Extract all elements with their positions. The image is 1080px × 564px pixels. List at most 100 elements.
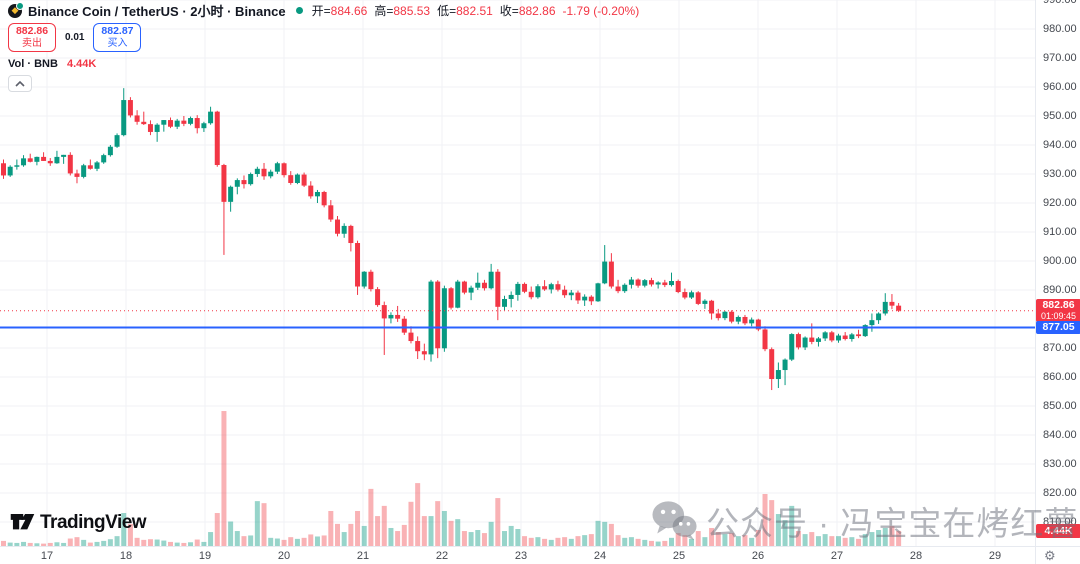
volume-bar bbox=[461, 531, 467, 546]
symbol-title[interactable]: Binance Coin / TetherUS · 2小时 · Binance bbox=[28, 4, 286, 19]
candlestick-chart[interactable] bbox=[0, 0, 1035, 546]
time-axis-label[interactable]: 17 bbox=[40, 550, 54, 562]
volume-bar bbox=[361, 525, 367, 546]
candle-body bbox=[815, 338, 821, 342]
candle-body bbox=[67, 154, 73, 174]
time-axis-label[interactable]: 19 bbox=[198, 550, 212, 562]
gear-icon[interactable]: ⚙ bbox=[1044, 548, 1056, 563]
volume-bar bbox=[762, 493, 768, 546]
volume-legend[interactable]: Vol · BNB 4.44K bbox=[8, 58, 639, 70]
volume-bar bbox=[615, 535, 621, 546]
time-axis-label[interactable]: 18 bbox=[119, 550, 133, 562]
volume-bar bbox=[842, 537, 848, 546]
volume-bar bbox=[475, 530, 481, 546]
candle-body bbox=[809, 337, 815, 342]
time-axis-label[interactable]: 20 bbox=[277, 550, 291, 562]
volume-bar bbox=[568, 538, 574, 546]
price-axis-label: 860.00 bbox=[1043, 370, 1077, 383]
candle-body bbox=[408, 332, 414, 342]
candle-body bbox=[114, 135, 120, 147]
volume-bar bbox=[408, 501, 414, 546]
candle-body bbox=[795, 334, 801, 348]
axis-corner: ⚙ bbox=[1035, 546, 1080, 564]
candle-body bbox=[234, 180, 240, 187]
chart-pane[interactable] bbox=[0, 0, 1035, 546]
collapse-legend-button[interactable] bbox=[8, 75, 32, 92]
volume-bar bbox=[248, 535, 254, 546]
candle-body bbox=[555, 284, 561, 290]
volume-bar bbox=[876, 530, 882, 546]
candle-body bbox=[194, 118, 200, 129]
volume-bar bbox=[214, 513, 220, 546]
volume-bar bbox=[335, 523, 340, 546]
time-axis-label[interactable]: 24 bbox=[593, 550, 607, 562]
volume-bar bbox=[74, 537, 80, 546]
time-axis-label[interactable]: 26 bbox=[751, 550, 765, 562]
candle-body bbox=[602, 261, 608, 284]
time-axis-label[interactable]: 22 bbox=[435, 550, 449, 562]
volume-bar bbox=[27, 542, 33, 546]
buy-button[interactable]: 882.87 买入 bbox=[93, 23, 142, 52]
candle-body bbox=[248, 174, 254, 185]
volume-bar bbox=[815, 536, 821, 546]
sell-price: 882.86 bbox=[15, 25, 49, 37]
volume-bar bbox=[468, 532, 474, 546]
candle-body bbox=[889, 301, 895, 306]
candle-body bbox=[648, 280, 654, 285]
time-axis-label[interactable]: 28 bbox=[909, 550, 923, 562]
volume-bar bbox=[522, 536, 528, 546]
time-axis-label[interactable]: 25 bbox=[672, 550, 686, 562]
sell-button[interactable]: 882.86 卖出 bbox=[8, 23, 56, 52]
symbol-title-row[interactable]: ◆ Binance Coin / TetherUS · 2小时 · Binanc… bbox=[8, 1, 640, 19]
change-value: -1.79 (-0.20%) bbox=[562, 4, 640, 18]
candle-body bbox=[34, 156, 40, 162]
buy-price: 882.87 bbox=[101, 25, 134, 37]
time-axis-label[interactable]: 29 bbox=[988, 550, 1002, 562]
volume-bar bbox=[395, 531, 401, 546]
volume-bar bbox=[441, 510, 447, 546]
candle-body bbox=[782, 359, 788, 371]
level-877-badge: 877.05 bbox=[1036, 321, 1080, 335]
volume-bar bbox=[481, 533, 487, 546]
candle-body bbox=[896, 305, 902, 311]
candle-body bbox=[168, 120, 173, 127]
time-axis[interactable]: 17 18 19 20 21 22 23 24 25 26 27 28 29 bbox=[0, 546, 1035, 564]
volume-bar bbox=[622, 537, 628, 546]
candle-body bbox=[41, 156, 47, 161]
current-price-badge: 882.86 01:09:45 bbox=[1036, 299, 1080, 323]
volume-label: Vol · BNB bbox=[8, 58, 58, 70]
volume-bar bbox=[181, 542, 187, 546]
price-axis-label: 980.00 bbox=[1043, 22, 1077, 35]
volume-bar bbox=[114, 536, 120, 546]
time-axis-label[interactable]: 21 bbox=[356, 550, 370, 562]
candle-body bbox=[321, 191, 327, 206]
candle-body bbox=[742, 316, 748, 324]
candle-body bbox=[61, 154, 67, 157]
volume-bar bbox=[602, 521, 608, 546]
volume-bar bbox=[669, 537, 674, 546]
price-axis[interactable]: 990.00 980.00 970.00 960.00 950.00 940.00 930.… bbox=[1035, 0, 1080, 546]
tradingview-logo[interactable]: TradingView bbox=[10, 512, 147, 534]
volume-bar bbox=[301, 537, 307, 546]
time-axis-label[interactable]: 23 bbox=[514, 550, 528, 562]
price-axis-label: 930.00 bbox=[1043, 167, 1077, 180]
volume-bar bbox=[208, 532, 214, 546]
candle-body bbox=[548, 284, 554, 290]
candle-body bbox=[475, 282, 481, 288]
volume-bar bbox=[655, 541, 661, 546]
volume-bar bbox=[174, 542, 180, 546]
volume-bar bbox=[274, 538, 280, 546]
candle-body bbox=[388, 314, 394, 319]
volume-bar bbox=[648, 540, 654, 546]
price-axis-label: 820.00 bbox=[1043, 486, 1077, 499]
price-axis-label: 840.00 bbox=[1043, 428, 1077, 441]
candle-body bbox=[415, 341, 421, 352]
volume-bar bbox=[268, 537, 274, 546]
time-axis-label[interactable]: 27 bbox=[830, 550, 844, 562]
candle-body bbox=[662, 282, 668, 286]
volume-bar bbox=[348, 523, 354, 546]
candle-body bbox=[495, 271, 501, 307]
volume-bar bbox=[802, 534, 808, 546]
volume-bar bbox=[1, 540, 6, 546]
buy-label: 买入 bbox=[107, 37, 128, 49]
